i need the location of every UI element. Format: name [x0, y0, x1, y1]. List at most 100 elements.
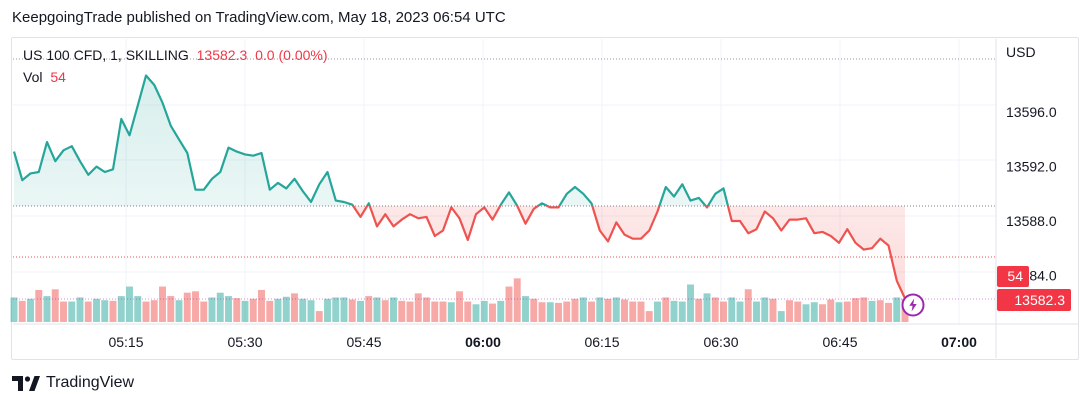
volume-bar	[513, 278, 521, 322]
volume-legend[interactable]: Vol 54	[23, 69, 66, 85]
volume-bar	[208, 297, 216, 322]
volume-bar	[159, 286, 166, 322]
volume-bar	[744, 289, 752, 322]
x-tick-label: 07:00	[941, 334, 977, 350]
volume-value-tag: 54	[997, 266, 1029, 287]
volume-bar	[233, 298, 241, 322]
volume-bar	[258, 289, 265, 322]
volume-bar	[678, 301, 686, 322]
volume-bar	[835, 302, 843, 322]
publish-info: KeepgoingTrade published on TradingView.…	[12, 9, 506, 26]
volume-bar	[621, 299, 628, 322]
volume-bar	[472, 304, 480, 322]
x-tick-label: 06:45	[822, 334, 857, 350]
volume-bar	[27, 298, 34, 322]
volume-bar	[728, 297, 736, 322]
volume-bar	[588, 301, 595, 322]
volume-bar	[810, 302, 818, 322]
area-fill-down	[353, 206, 905, 299]
volume-bar	[538, 302, 546, 322]
volume-label: Vol	[23, 69, 43, 85]
volume-bar	[60, 301, 67, 322]
currency-label[interactable]: USD	[1006, 44, 1036, 60]
volume-bar	[266, 300, 274, 322]
volume-bar	[109, 300, 117, 322]
x-tick-label: 05:30	[227, 334, 262, 350]
volume-bar	[332, 297, 340, 322]
volume-bar	[555, 302, 562, 322]
volume-bar	[703, 293, 711, 322]
volume-bar	[637, 301, 645, 322]
y-tick-label: 13592.0	[1006, 159, 1057, 175]
volume-bar	[167, 296, 175, 322]
volume-bar	[843, 301, 851, 322]
volume-bars	[10, 278, 909, 322]
volume-bar	[192, 291, 199, 322]
volume-bar	[571, 298, 579, 322]
volume-bar	[761, 297, 769, 322]
price-line-down	[351, 206, 906, 299]
volume-bar	[291, 293, 298, 322]
tradingview-logo-icon	[12, 375, 40, 391]
volume-bar	[720, 301, 727, 322]
volume-bar	[480, 300, 488, 322]
volume-bar	[340, 297, 348, 322]
volume-bar	[489, 303, 496, 322]
volume-bar	[183, 292, 191, 322]
y-tick-label: 13596.0	[1006, 104, 1057, 120]
x-tick-label: 06:15	[584, 334, 619, 350]
symbol-name: US 100 CFD, 1, SKILLING	[23, 47, 189, 63]
price-area	[14, 75, 905, 299]
volume-bar	[216, 292, 224, 322]
volume-bar	[200, 301, 208, 322]
reference-lines	[13, 58, 996, 300]
volume-bar	[315, 311, 323, 322]
volume-bar	[431, 301, 439, 322]
brand-name: TradingView	[46, 374, 135, 391]
volume-bar	[423, 297, 430, 322]
footer-brand[interactable]: TradingView	[12, 374, 134, 392]
volume-bar	[282, 296, 290, 322]
volume-bar	[175, 300, 183, 322]
volume-bar	[35, 289, 43, 322]
y-tick-label: 13588.0	[1006, 213, 1057, 229]
volume-bar	[868, 300, 876, 322]
volume-bar	[126, 286, 133, 322]
volume-bar	[447, 302, 455, 322]
volume-bar	[777, 311, 785, 322]
volume-bar	[802, 304, 810, 322]
volume-bar	[117, 296, 125, 322]
volume-bar	[827, 299, 835, 322]
volume-value: 54	[50, 69, 66, 85]
volume-bar	[324, 298, 331, 322]
lightning-bolt-icon[interactable]	[901, 293, 925, 317]
volume-bar	[101, 300, 109, 322]
volume-bar	[142, 301, 150, 322]
volume-bar	[546, 302, 554, 322]
volume-bar	[769, 298, 777, 322]
last-price: 13582.3	[196, 47, 248, 63]
volume-bar	[150, 300, 158, 322]
volume-bar	[225, 296, 232, 322]
x-tick-label: 05:15	[108, 334, 143, 350]
volume-bar	[134, 296, 142, 322]
price-line-up	[12, 74, 730, 207]
volume-bar	[299, 298, 307, 322]
volume-bar	[390, 297, 397, 322]
volume-bar	[530, 298, 538, 322]
volume-bar	[786, 300, 793, 322]
volume-bar	[93, 298, 100, 322]
volume-bar	[645, 311, 653, 322]
volume-bar	[563, 301, 571, 322]
volume-bar	[348, 299, 356, 322]
volume-bar	[456, 291, 463, 322]
volume-bar	[885, 302, 892, 322]
x-tick-label: 06:00	[465, 334, 501, 350]
volume-bar	[365, 296, 373, 322]
price-change: 0.0 (0.00%)	[255, 47, 328, 63]
volume-bar	[736, 301, 744, 322]
symbol-legend[interactable]: US 100 CFD, 1, SKILLING 13582.3 0.0 (0.0…	[23, 47, 328, 63]
volume-bar	[84, 301, 92, 322]
